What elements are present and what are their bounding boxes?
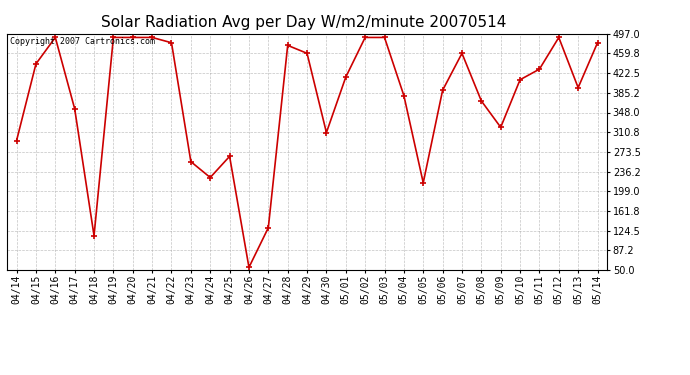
Text: Solar Radiation Avg per Day W/m2/minute 20070514: Solar Radiation Avg per Day W/m2/minute … [101, 15, 506, 30]
Text: Copyright 2007 Cartronics.com: Copyright 2007 Cartronics.com [10, 37, 155, 46]
